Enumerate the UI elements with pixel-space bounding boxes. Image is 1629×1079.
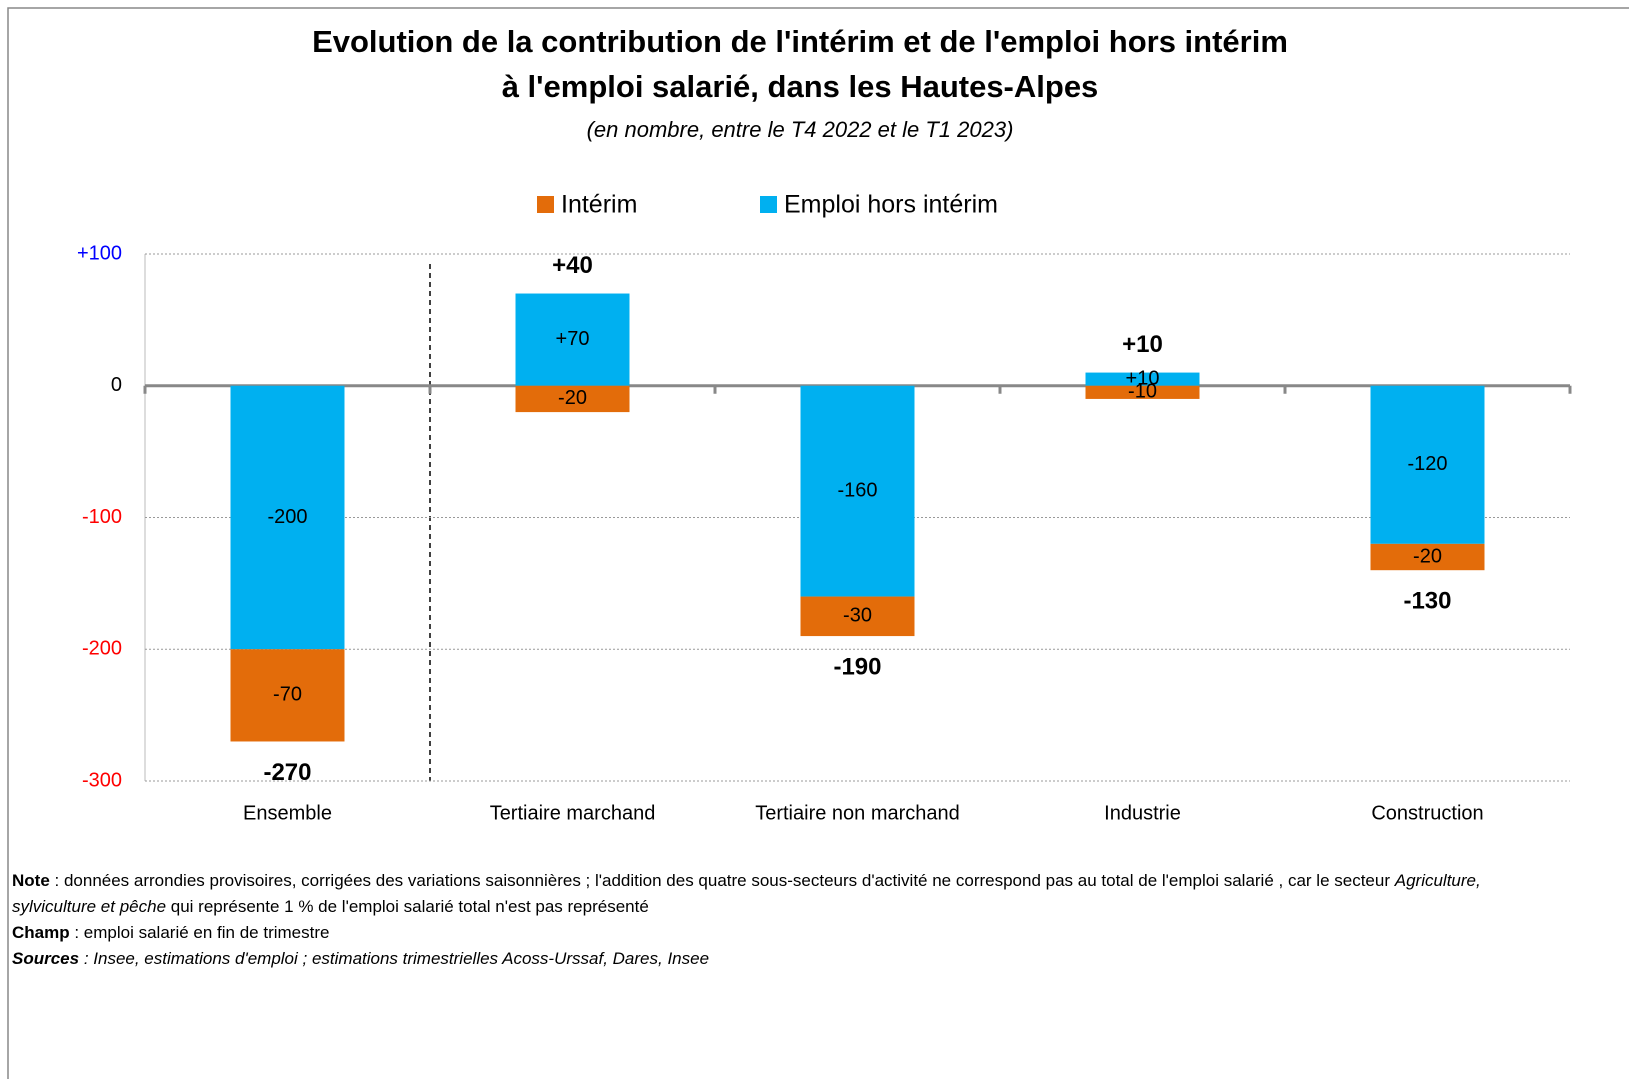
x-tick-label: Tertiaire non marchand	[755, 802, 960, 824]
note-line: Champ : emploi salarié en fin de trimest…	[12, 920, 1532, 946]
total-label: -130	[1403, 588, 1451, 615]
note-text: qui représente 1 % de l'emploi salarié t…	[166, 897, 649, 916]
total-label: -190	[833, 653, 881, 680]
x-tick-label: Tertiaire marchand	[490, 802, 656, 824]
data-label: -10	[1128, 381, 1157, 403]
y-tick-label: -300	[82, 769, 122, 791]
chart-subtitle: (en nombre, entre le T4 2022 et le T1 20…	[587, 117, 1014, 142]
note-text: Note	[12, 871, 50, 890]
chart-title: Evolution de la contribution de l'intéri…	[312, 24, 1288, 59]
bar-segment	[1370, 385, 1485, 544]
note-text: Sources	[12, 949, 80, 968]
bar-segment	[515, 385, 630, 413]
bar-segment	[1085, 372, 1200, 386]
data-label: -120	[1407, 453, 1447, 475]
data-label: +10	[1126, 367, 1160, 389]
data-label: -200	[267, 506, 307, 528]
y-tick-label: -200	[82, 638, 122, 660]
y-tick-label: -100	[82, 506, 122, 528]
y-tick-label: 0	[111, 374, 122, 396]
total-label: +10	[1122, 331, 1163, 358]
bar-segment	[800, 385, 915, 597]
note-text: Champ	[12, 923, 70, 942]
legend-label: Emploi hors intérim	[784, 191, 998, 219]
x-tick-label: Ensemble	[243, 802, 332, 824]
bar-segment	[230, 649, 345, 742]
bar-segment	[230, 385, 345, 650]
note-text: : emploi salarié en fin de trimestre	[69, 923, 330, 942]
x-tick-label: Construction	[1371, 802, 1483, 824]
data-label: -20	[1413, 545, 1442, 567]
data-label: -20	[558, 387, 587, 409]
total-label: +40	[552, 252, 593, 279]
note-text: Agriculture, sylviculture et pêche	[12, 871, 1481, 916]
bar-segment	[1085, 385, 1200, 399]
note-text: : Insee, estimations d'emploi ; estimati…	[79, 949, 710, 968]
total-label: -270	[263, 759, 311, 786]
note-line: Note : données arrondies provisoires, co…	[12, 868, 1532, 920]
note-text: : données arrondies provisoires, corrigé…	[49, 871, 1395, 890]
x-tick-label: Industrie	[1104, 802, 1181, 824]
legend-label: Intérim	[561, 191, 637, 219]
legend-swatch	[760, 196, 777, 213]
chart-title: à l'emploi salarié, dans les Hautes-Alpe…	[502, 69, 1099, 104]
bar-segment	[1370, 543, 1485, 571]
bar-segment	[800, 596, 915, 637]
data-label: -160	[837, 479, 877, 501]
data-label: +70	[556, 328, 590, 350]
note-line: Sources : Insee, estimations d'emploi ; …	[12, 946, 1532, 972]
y-tick-label: +100	[77, 242, 122, 264]
bar-segment	[515, 293, 630, 386]
chart-frame	[7, 7, 1629, 1079]
legend-swatch	[537, 196, 554, 213]
data-label: -70	[273, 684, 302, 706]
notes: Note : données arrondies provisoires, co…	[12, 868, 1532, 972]
data-label: -30	[843, 605, 872, 627]
